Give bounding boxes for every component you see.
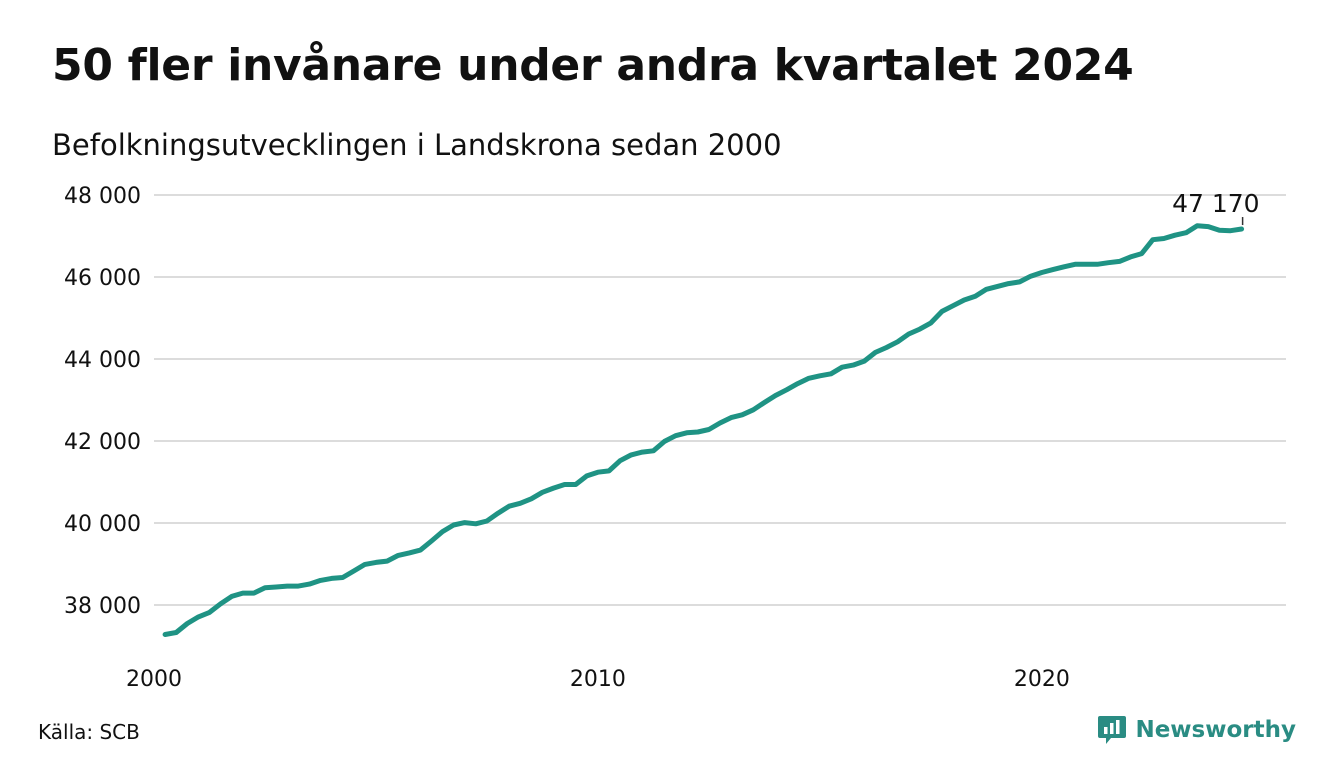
line-chart: 38 000 40 000 42 000 44 000 46 000 48 000 200…	[64, 184, 1286, 692]
source-note: Källa: SCB	[38, 720, 140, 744]
annotation-layer: 47 170	[1172, 189, 1260, 226]
grid-lines	[154, 194, 1286, 606]
y-tick-label: 42 000	[64, 430, 141, 455]
end-value-label: 47 170	[1172, 189, 1259, 218]
newsworthy-logo-icon	[1098, 716, 1127, 744]
series-layer	[162, 223, 1245, 637]
chart-title: 50 fler invånare under andra kvartalet 2…	[52, 40, 1134, 91]
y-tick-label: 44 000	[64, 348, 141, 373]
y-axis-tick-labels: 38 000 40 000 42 000 44 000 46 000 48 000	[64, 184, 141, 619]
y-tick-label: 46 000	[64, 266, 141, 291]
y-tick-label: 40 000	[64, 512, 141, 537]
chart-subtitle: Befolkningsutvecklingen i Landskrona sed…	[52, 128, 782, 162]
x-tick-label: 2010	[570, 667, 626, 692]
brand-logo[interactable]: Newsworthy	[1097, 714, 1296, 746]
x-tick-label: 2000	[126, 667, 182, 692]
series-line	[162, 223, 1245, 637]
brand-name: Newsworthy	[1135, 717, 1296, 743]
x-axis-tick-labels: 2000 2010 2020	[126, 667, 1070, 692]
y-tick-label: 38 000	[64, 594, 141, 619]
y-tick-label: 48 000	[64, 184, 141, 209]
x-tick-label: 2020	[1014, 667, 1070, 692]
